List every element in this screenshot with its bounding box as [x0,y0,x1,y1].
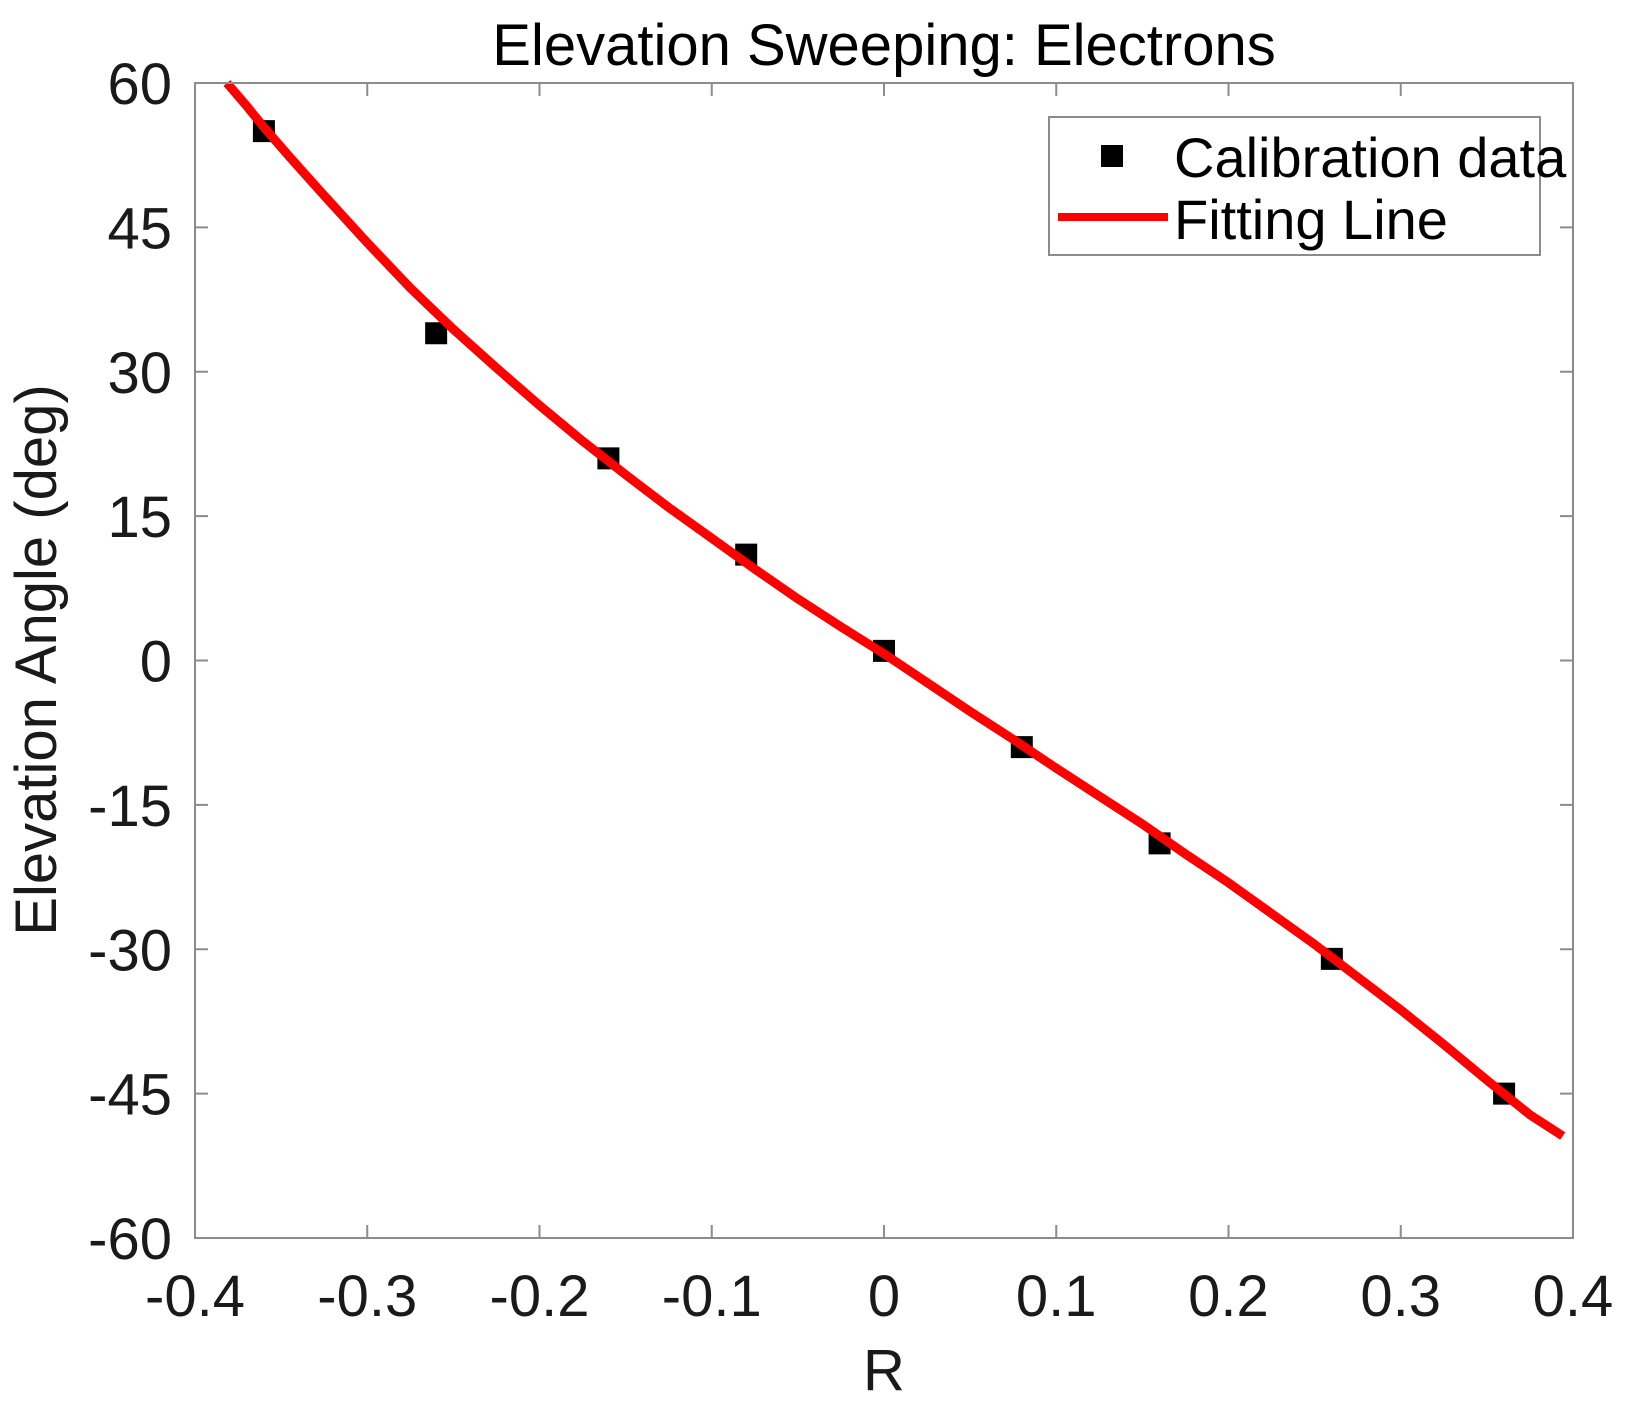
y-tick-label: -15 [88,774,172,839]
fitting-line [223,80,1566,1140]
chart-title: Elevation Sweeping: Electrons [492,13,1275,78]
legend-square-marker-icon [1101,145,1123,167]
y-axis-label: Elevation Angle (deg) [4,384,69,935]
x-tick-label: -0.4 [145,1264,245,1329]
y-tick-label: -30 [88,918,172,983]
y-tick-label: -60 [88,1207,172,1272]
y-tick-label: 45 [107,196,172,261]
legend-entry-calibration-data: Calibration data [1174,126,1567,189]
x-tick-label: -0.2 [490,1264,590,1329]
x-tick-label: -0.1 [662,1264,762,1329]
y-tick-label: 60 [107,52,172,117]
legend-entry-fitting-line: Fitting Line [1174,188,1448,251]
plot-area: -0.4 -0.3 -0.2 -0.1 0 0.1 0.2 0.3 0.4 60 45 30 15 0 -1… [88,52,1613,1329]
x-tick-label: 0.4 [1533,1264,1614,1329]
legend-box [1048,116,1541,256]
y-tick-label: -45 [88,1063,172,1128]
data-point-marker [425,322,448,345]
x-tick-label: 0 [868,1264,900,1329]
x-tick-label: 0.2 [1188,1264,1269,1329]
x-tick-label: 0.1 [1016,1264,1097,1329]
legend: Calibration data Fitting Line [1048,116,1567,256]
y-tick-label: 30 [107,341,172,406]
y-tick-label: 0 [140,630,172,695]
x-axis-label: R [863,1338,905,1403]
y-tick-label: 15 [107,485,172,550]
x-tick-label: 0.3 [1360,1264,1441,1329]
x-tick-label: -0.3 [317,1264,417,1329]
